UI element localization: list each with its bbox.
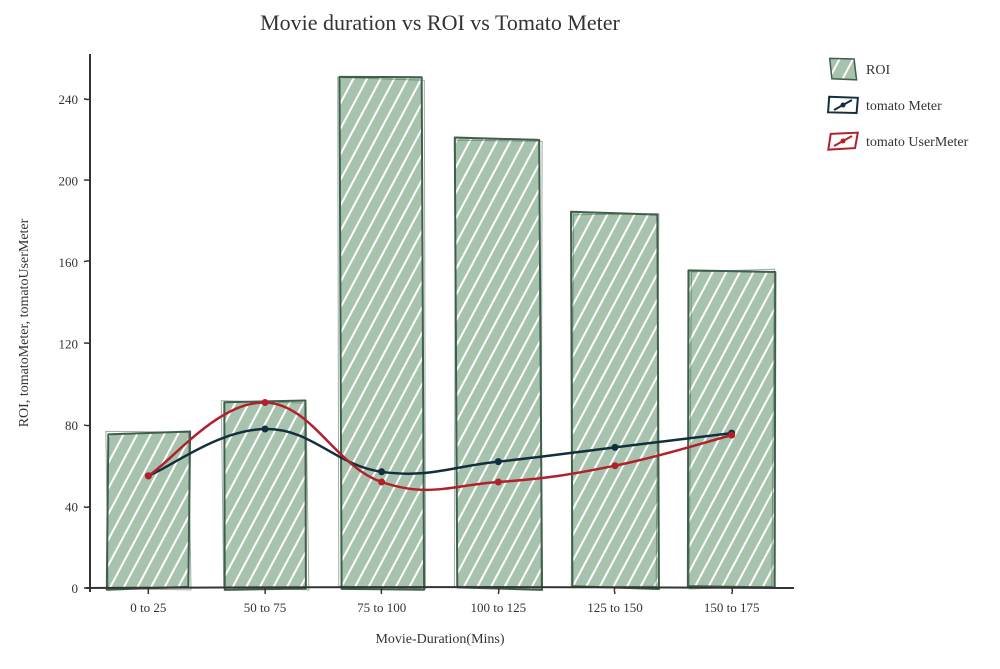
marker <box>728 432 735 439</box>
y-tick-label: 0 <box>72 581 79 596</box>
bar <box>688 270 775 587</box>
legend-marker <box>841 103 846 108</box>
x-tick-label: 150 to 175 <box>704 600 760 615</box>
chart-title: Movie duration vs ROI vs Tomato Meter <box>260 10 620 35</box>
x-tick-label: 50 to 75 <box>244 600 287 615</box>
marker <box>378 479 385 486</box>
y-tick-label: 240 <box>59 92 79 107</box>
x-axis <box>86 587 794 588</box>
y-tick-label: 160 <box>59 255 79 270</box>
y-tick-label: 40 <box>65 499 78 514</box>
y-tick-label: 80 <box>65 418 78 433</box>
marker <box>145 472 152 479</box>
y-tick <box>84 506 90 507</box>
y-tick <box>84 261 90 262</box>
marker <box>262 399 269 406</box>
x-tick-label: 125 to 150 <box>587 600 643 615</box>
bar <box>107 431 190 589</box>
marker <box>495 458 502 465</box>
chart-svg: 0 40 80 120 160 200 240 0 to 25 50 to 75 75 to 10… <box>0 0 1000 669</box>
y-tick <box>84 99 90 100</box>
x-tick-label: 100 to 125 <box>471 600 527 615</box>
chart-container: 0 40 80 120 160 200 240 0 to 25 50 to 75 75 to 10… <box>0 0 1000 669</box>
x-tick-label: 75 to 100 <box>357 600 406 615</box>
legend-label: tomato UserMeter <box>866 135 969 150</box>
y-axis-label: ROI, tomatoMeter, tomatoUserMeter <box>17 218 32 427</box>
marker <box>612 444 619 451</box>
x-tick-label: 0 to 25 <box>130 600 166 615</box>
x-tick <box>732 588 733 594</box>
marker <box>262 426 269 433</box>
bar <box>339 77 424 590</box>
marker <box>612 462 619 469</box>
x-tick <box>614 588 615 594</box>
y-tick-label: 120 <box>59 336 79 351</box>
legend-label: tomato Meter <box>866 99 942 114</box>
y-tick-label: 200 <box>59 173 79 188</box>
legend-marker <box>841 139 846 144</box>
legend-label: ROI <box>866 63 890 78</box>
y-tick <box>84 425 90 426</box>
bar <box>571 212 659 589</box>
x-axis-label: Movie-Duration(Mins) <box>375 632 504 647</box>
legend-swatch <box>830 58 857 79</box>
marker <box>495 479 502 486</box>
marker <box>378 468 385 475</box>
bar <box>455 138 542 590</box>
legend-group: ROI tomato Meter tomato UserMeter <box>828 58 969 150</box>
bars-group <box>106 77 775 590</box>
